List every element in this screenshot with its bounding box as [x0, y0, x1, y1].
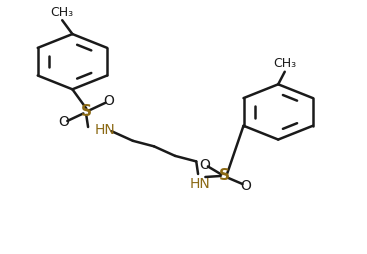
Text: S: S	[81, 104, 92, 119]
Text: O: O	[241, 179, 252, 193]
Text: HN: HN	[189, 178, 210, 192]
Text: O: O	[199, 158, 210, 172]
Text: O: O	[58, 116, 69, 130]
Text: CH₃: CH₃	[51, 6, 74, 19]
Text: S: S	[219, 168, 230, 183]
Text: O: O	[103, 94, 114, 108]
Text: HN: HN	[94, 123, 115, 137]
Text: CH₃: CH₃	[273, 57, 296, 70]
